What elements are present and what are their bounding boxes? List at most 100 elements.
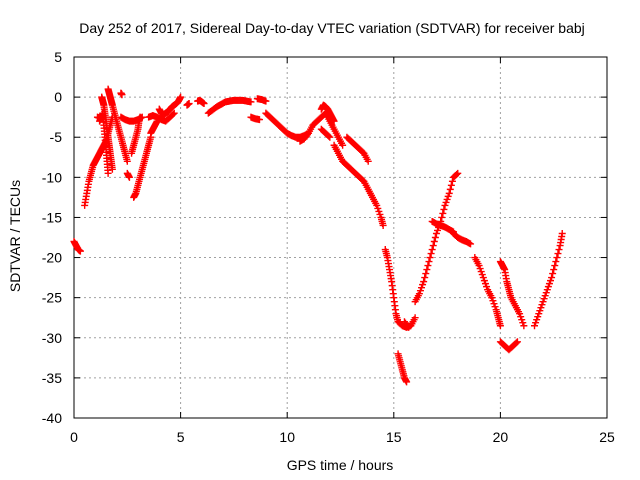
x-tick-label: 25 — [599, 429, 615, 445]
axis-ticks: 0 5 10 15 20 25 5 0 -5 -10 -15 -20 -25 -30 -35 -40 — [42, 49, 615, 445]
data-point — [448, 177, 456, 185]
data-point — [339, 141, 347, 149]
data-point — [453, 170, 461, 178]
data-point — [429, 242, 437, 250]
series-s10 — [130, 133, 155, 201]
y-tick-label: -30 — [42, 330, 62, 346]
data-point — [104, 169, 112, 177]
data-point — [553, 254, 561, 262]
plot-frame — [73, 56, 608, 419]
series-s26 — [381, 246, 419, 331]
data-point — [439, 209, 447, 217]
data-point — [425, 258, 433, 266]
series-s9 — [117, 89, 126, 99]
data-points — [70, 85, 566, 386]
data-point — [550, 266, 558, 274]
data-point — [438, 213, 446, 221]
data-point — [247, 98, 255, 106]
data-point — [552, 258, 560, 266]
data-point — [185, 100, 193, 108]
data-point — [379, 221, 387, 229]
y-tick-label: -25 — [42, 290, 62, 306]
data-point — [262, 97, 270, 105]
x-tick-label: 0 — [70, 429, 78, 445]
data-point — [512, 339, 520, 347]
data-point — [325, 132, 333, 140]
y-tick-label: 5 — [54, 49, 62, 65]
series-s17 — [204, 96, 255, 117]
data-point — [555, 246, 563, 254]
data-point — [549, 270, 557, 278]
series-s19 — [253, 95, 270, 105]
y-tick-label: -35 — [42, 370, 62, 386]
data-point — [554, 250, 562, 258]
x-tick-label: 15 — [386, 429, 402, 445]
data-point — [125, 173, 133, 181]
y-tick-label: -5 — [50, 129, 63, 145]
data-point — [123, 157, 131, 165]
data-point — [136, 113, 144, 121]
series-s24 — [330, 141, 387, 229]
series-s14 — [155, 93, 185, 119]
y-tick-label: -40 — [42, 410, 62, 426]
data-point — [96, 114, 104, 122]
data-point — [404, 322, 412, 330]
data-point — [446, 185, 454, 193]
series-s33 — [488, 294, 504, 330]
y-tick-label: 0 — [54, 89, 62, 105]
series-s31 — [449, 229, 475, 248]
data-point — [118, 91, 126, 99]
series-s8 — [123, 169, 133, 181]
series-s28 — [400, 318, 413, 331]
series-s13 — [145, 109, 178, 125]
data-point — [496, 322, 504, 330]
series-s11 — [128, 113, 144, 157]
data-point — [447, 181, 455, 189]
data-point — [430, 238, 438, 246]
data-point — [76, 247, 84, 255]
data-point — [420, 278, 428, 286]
data-point — [548, 274, 556, 282]
series-s12 — [147, 117, 161, 137]
series-s16 — [194, 96, 208, 108]
data-point — [411, 314, 419, 322]
data-point — [426, 254, 434, 262]
x-tick-label: 20 — [493, 429, 509, 445]
series-s15 — [183, 100, 193, 109]
series-s5 — [104, 85, 131, 165]
series-s34 — [496, 258, 528, 330]
data-point — [454, 169, 462, 177]
data-point — [169, 110, 177, 118]
data-point — [445, 189, 453, 197]
series-s23 — [317, 125, 334, 141]
series-s36 — [531, 229, 566, 330]
data-point — [255, 116, 263, 124]
series-s6 — [93, 113, 104, 122]
series-s35 — [496, 338, 521, 354]
data-point — [558, 229, 566, 237]
series-s32 — [471, 254, 496, 302]
series-s25 — [343, 133, 372, 165]
data-point — [431, 234, 439, 241]
data-point — [422, 270, 430, 278]
series-s1 — [70, 238, 84, 255]
data-point — [364, 157, 372, 165]
y-tick-label: -10 — [42, 169, 62, 185]
series-s18 — [247, 113, 263, 124]
x-tick-label: 10 — [279, 429, 295, 445]
data-point — [424, 262, 432, 270]
data-point — [403, 378, 411, 386]
data-point — [405, 323, 413, 331]
data-point — [520, 322, 528, 330]
series-s4 — [98, 93, 116, 173]
data-point — [330, 117, 338, 125]
data-point — [423, 266, 431, 274]
series-s29 — [411, 169, 462, 306]
data-point — [326, 133, 334, 141]
series-s27 — [394, 350, 411, 386]
y-tick-label: -15 — [42, 209, 62, 225]
data-point — [440, 205, 448, 213]
data-point — [513, 338, 521, 346]
y-axis-label: SDTVAR / TECUs — [7, 180, 23, 292]
